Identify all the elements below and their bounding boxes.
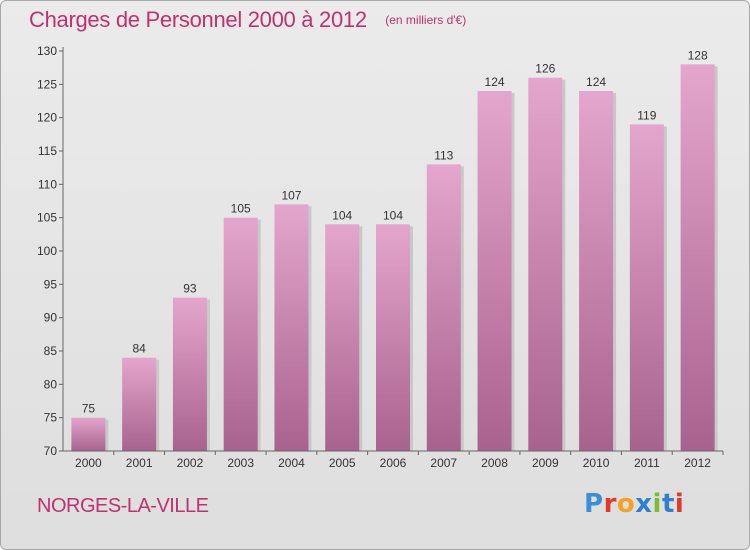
bar-2005 (325, 224, 360, 451)
bar-2012 (680, 64, 715, 452)
value-label: 75 (82, 402, 96, 416)
y-tick-label: 110 (38, 177, 57, 191)
y-tick-label: 90 (44, 311, 58, 325)
chart-title: Charges de Personnel 2000 à 2012 (29, 7, 367, 32)
y-tick-label: 105 (37, 211, 57, 225)
value-label: 126 (535, 62, 555, 76)
value-label: 113 (434, 148, 453, 162)
value-label: 128 (688, 48, 708, 62)
x-tick-label: 2001 (126, 456, 153, 470)
y-tick-label: 80 (44, 377, 58, 391)
x-tick-label: 2002 (177, 456, 204, 470)
value-label: 104 (332, 208, 352, 222)
y-tick-label: 85 (44, 344, 58, 358)
value-label: 107 (281, 188, 301, 202)
x-tick-label: 2006 (380, 456, 407, 470)
logo-letter: t (661, 489, 675, 519)
proxiti-logo[interactable]: Proxiti (584, 489, 684, 519)
value-label: 105 (231, 202, 251, 216)
y-tick-label: 75 (44, 411, 58, 425)
x-tick-label: 2009 (532, 456, 559, 470)
logo-letter: r (603, 489, 617, 519)
bar-2007 (426, 164, 461, 452)
logo-letter: i (652, 489, 662, 519)
logo-letter: x (635, 489, 653, 519)
y-tick-label: 130 (37, 44, 57, 58)
x-tick-label: 2008 (481, 456, 508, 470)
x-tick-label: 2010 (583, 456, 610, 470)
value-label: 119 (637, 108, 656, 122)
y-tick-label: 70 (44, 444, 58, 458)
y-tick-label: 120 (37, 111, 57, 125)
bar-2004 (274, 204, 309, 451)
x-tick-label: 2004 (278, 456, 305, 470)
logo-letter: P (584, 489, 604, 519)
bar-2010 (579, 91, 614, 451)
chart-subtitle: (en milliers d'€) (385, 13, 467, 27)
bar-2006 (376, 224, 410, 451)
value-label: 124 (485, 75, 505, 89)
axes-group: 2000 2001 2002 2003 2004 2005 2006 2007 2008 2009… (37, 44, 724, 470)
bar-2009 (528, 77, 563, 452)
y-tick-label: 125 (37, 77, 57, 91)
commune-name: NORGES-LA-VILLE (37, 495, 209, 517)
logo-letter: i (674, 489, 685, 519)
logo-letter: o (616, 489, 636, 519)
value-label: 93 (183, 282, 197, 296)
bar-2001 (122, 357, 157, 451)
x-tick-label: 2012 (684, 456, 711, 470)
x-tick-label: 2003 (227, 456, 254, 470)
value-label: 124 (586, 75, 606, 89)
bar-2008 (477, 91, 512, 451)
value-label: 104 (383, 208, 403, 222)
x-tick-label: 2007 (430, 456, 457, 470)
value-label: 84 (132, 342, 146, 356)
x-tick-label: 2005 (329, 456, 356, 470)
bar-2000 (71, 417, 106, 451)
title-row: Charges de Personnel 2000 à 2012 (en mil… (29, 7, 466, 33)
bar-2011 (629, 124, 664, 451)
bar-2002 (172, 297, 207, 451)
bar-2003 (223, 217, 258, 451)
x-tick-label: 2011 (634, 456, 660, 470)
y-tick-label: 95 (44, 277, 58, 291)
y-tick-label: 115 (38, 144, 57, 158)
x-tick-label: 2000 (75, 456, 102, 470)
bars-group: 75 84 93 105 107 104 104 113 124 126 124 119 128 (71, 48, 718, 452)
y-tick-label: 100 (37, 244, 57, 258)
